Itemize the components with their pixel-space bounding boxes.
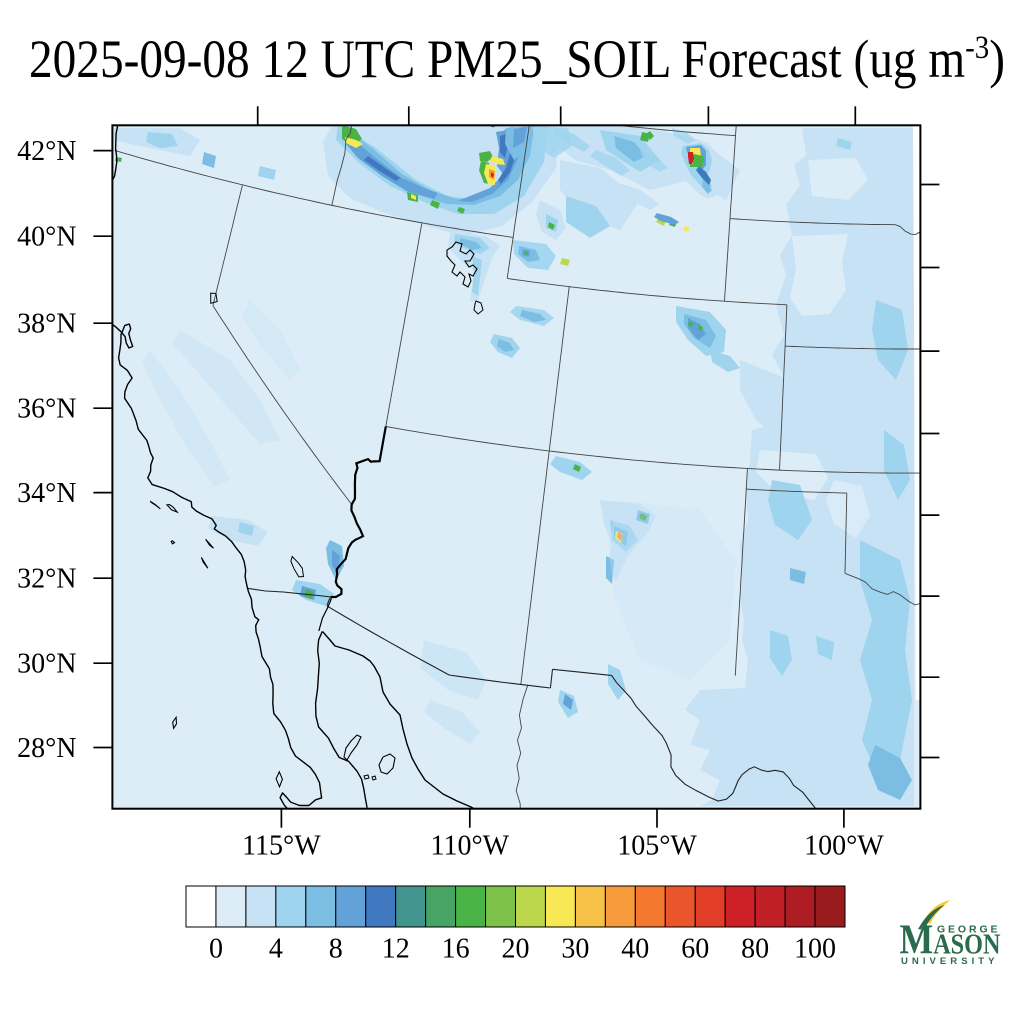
svg-text:110°W: 110°W [431, 831, 510, 862]
svg-text:MASON: MASON [900, 918, 1001, 964]
svg-text:32°N: 32°N [17, 564, 76, 595]
svg-text:42°N: 42°N [17, 136, 76, 167]
svg-text:30°N: 30°N [17, 649, 76, 680]
svg-text:GEORGE: GEORGE [937, 924, 1000, 936]
svg-text:UNIVERSITY: UNIVERSITY [901, 956, 998, 967]
svg-text:4: 4 [269, 934, 283, 965]
svg-text:28°N: 28°N [17, 733, 76, 764]
svg-text:34°N: 34°N [17, 478, 76, 509]
svg-text:16: 16 [442, 934, 470, 965]
svg-text:8: 8 [329, 934, 343, 965]
svg-text:100°W: 100°W [804, 831, 884, 862]
svg-text:40°N: 40°N [17, 222, 76, 253]
svg-text:2025-09-08 12 UTC PM25_SOIL Fo: 2025-09-08 12 UTC PM25_SOIL Forecast (ug… [29, 29, 1005, 89]
svg-text:100: 100 [794, 934, 836, 965]
svg-text:40: 40 [621, 934, 649, 965]
svg-text:30: 30 [561, 934, 589, 965]
svg-text:12: 12 [382, 934, 410, 965]
svg-text:0: 0 [209, 934, 223, 965]
svg-text:38°N: 38°N [17, 309, 76, 340]
svg-text:105°W: 105°W [617, 831, 697, 862]
svg-text:80: 80 [741, 934, 769, 965]
svg-text:36°N: 36°N [17, 394, 76, 425]
svg-text:115°W: 115°W [242, 831, 321, 862]
svg-text:60: 60 [681, 934, 709, 965]
svg-text:20: 20 [502, 934, 530, 965]
